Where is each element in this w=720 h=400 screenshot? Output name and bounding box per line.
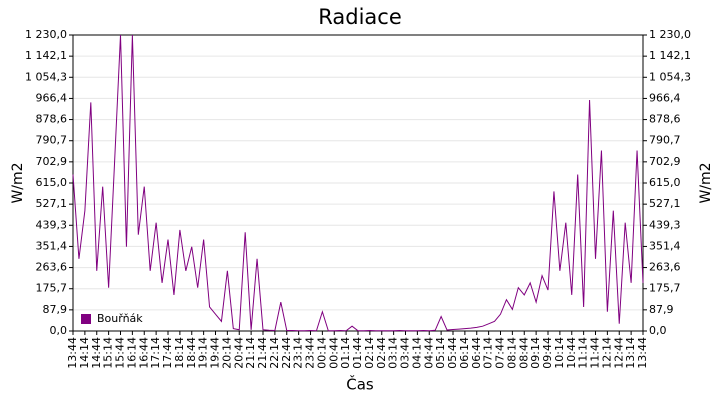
x-tick-label: 19:14: [197, 337, 210, 369]
x-tick-label: 07:44: [494, 337, 507, 369]
x-tick-label: 14:14: [78, 337, 91, 369]
x-tick-label: 15:14: [102, 337, 115, 369]
x-tick-label: 03:14: [387, 337, 400, 369]
y-tick-label: 878,6: [36, 113, 68, 126]
x-tick-label: 09:14: [529, 337, 542, 369]
x-tick-label: 23:44: [304, 337, 317, 369]
y-tick-label: 175,7: [36, 282, 68, 295]
legend-label: Bouřňák: [97, 312, 143, 325]
y2-tick-label: 1 230,0: [649, 28, 691, 41]
y-tick-label: 351,4: [36, 239, 68, 252]
y-tick-label: 615,0: [36, 176, 68, 189]
y2-tick-label: 175,7: [649, 282, 681, 295]
y-tick-label: 527,1: [36, 197, 68, 210]
x-tick-label: 01:14: [339, 337, 352, 369]
y2-tick-label: 702,9: [649, 155, 681, 168]
y-tick-label: 1 230,0: [25, 28, 67, 41]
x-tick-label: 06:44: [470, 337, 483, 369]
x-tick-label: 18:14: [173, 337, 186, 369]
x-tick-label: 05:14: [434, 337, 447, 369]
y-tick-label: 263,6: [36, 261, 68, 274]
x-tick-label: 08:14: [505, 337, 518, 369]
x-tick-label: 21:14: [244, 337, 257, 369]
x-tick-label: 02:14: [363, 337, 376, 369]
x-tick-label: 21:44: [256, 337, 269, 369]
x-tick-label: 11:44: [589, 337, 602, 369]
y-tick-label: 87,9: [43, 303, 68, 316]
x-tick-label: 17:44: [161, 337, 174, 369]
y-tick-label: 702,9: [36, 155, 68, 168]
x-tick-label: 00:44: [327, 337, 340, 369]
x-tick-label: 12:44: [612, 337, 625, 369]
x-tick-label: 20:14: [220, 337, 233, 369]
y2-tick-label: 615,0: [649, 176, 681, 189]
x-tick-label: 20:44: [232, 337, 245, 369]
x-tick-label: 18:44: [185, 337, 198, 369]
x-tick-label: 06:14: [458, 337, 471, 369]
x-tick-label: 16:14: [125, 337, 138, 369]
x-tick-label: 13:14: [624, 337, 637, 369]
x-tick-label: 15:44: [114, 337, 127, 369]
y2-tick-label: 1 142,1: [649, 49, 691, 62]
y2-tick-label: 966,4: [649, 91, 681, 104]
y2-tick-label: 351,4: [649, 239, 681, 252]
x-tick-label: 04:14: [410, 337, 423, 369]
y-tick-label: 439,3: [36, 218, 68, 231]
y2-axis-title: W/m2: [698, 162, 714, 203]
x-tick-label: 16:44: [137, 337, 150, 369]
x-tick-label: 05:44: [446, 337, 459, 369]
x-tick-label: 03:44: [399, 337, 412, 369]
y-tick-label: 790,7: [36, 134, 68, 147]
x-tick-label: 01:44: [351, 337, 364, 369]
x-tick-label: 07:14: [482, 337, 495, 369]
y2-tick-label: 439,3: [649, 218, 681, 231]
y2-tick-label: 87,9: [649, 303, 674, 316]
x-tick-label: 23:14: [292, 337, 305, 369]
legend-swatch: [81, 314, 91, 324]
x-tick-label: 10:44: [565, 337, 578, 369]
x-tick-label: 22:14: [268, 337, 281, 369]
x-tick-label: 17:14: [149, 337, 162, 369]
x-tick-label: 10:14: [553, 337, 566, 369]
x-tick-label: 11:14: [577, 337, 590, 369]
y-tick-label: 1 054,3: [25, 70, 67, 83]
y2-tick-label: 1 054,3: [649, 70, 691, 83]
y2-tick-label: 527,1: [649, 197, 681, 210]
y2-tick-label: 878,6: [649, 113, 681, 126]
x-tick-label: 08:44: [517, 337, 530, 369]
x-tick-label: 19:44: [209, 337, 222, 369]
y-tick-label: 1 142,1: [25, 49, 67, 62]
x-tick-label: 22:44: [280, 337, 293, 369]
y-tick-label: 966,4: [36, 91, 68, 104]
x-tick-label: 00:14: [315, 337, 328, 369]
x-tick-label: 13:44: [66, 337, 79, 369]
x-tick-label: 09:44: [541, 337, 554, 369]
x-tick-label: 13:44: [636, 337, 649, 369]
series-line: [72, 34, 644, 332]
y-axis-title: W/m2: [10, 162, 26, 203]
y2-tick-label: 263,6: [649, 261, 681, 274]
x-axis-title: Čas: [346, 375, 374, 394]
y-tick-label: 0,0: [50, 324, 68, 337]
y2-tick-label: 0,0: [649, 324, 667, 337]
x-tick-label: 04:44: [422, 337, 435, 369]
x-tick-label: 12:14: [600, 337, 613, 369]
x-tick-label: 02:44: [375, 337, 388, 369]
y2-tick-label: 790,7: [649, 134, 681, 147]
chart-title: Radiace: [318, 5, 402, 29]
x-tick-label: 14:44: [90, 337, 103, 369]
